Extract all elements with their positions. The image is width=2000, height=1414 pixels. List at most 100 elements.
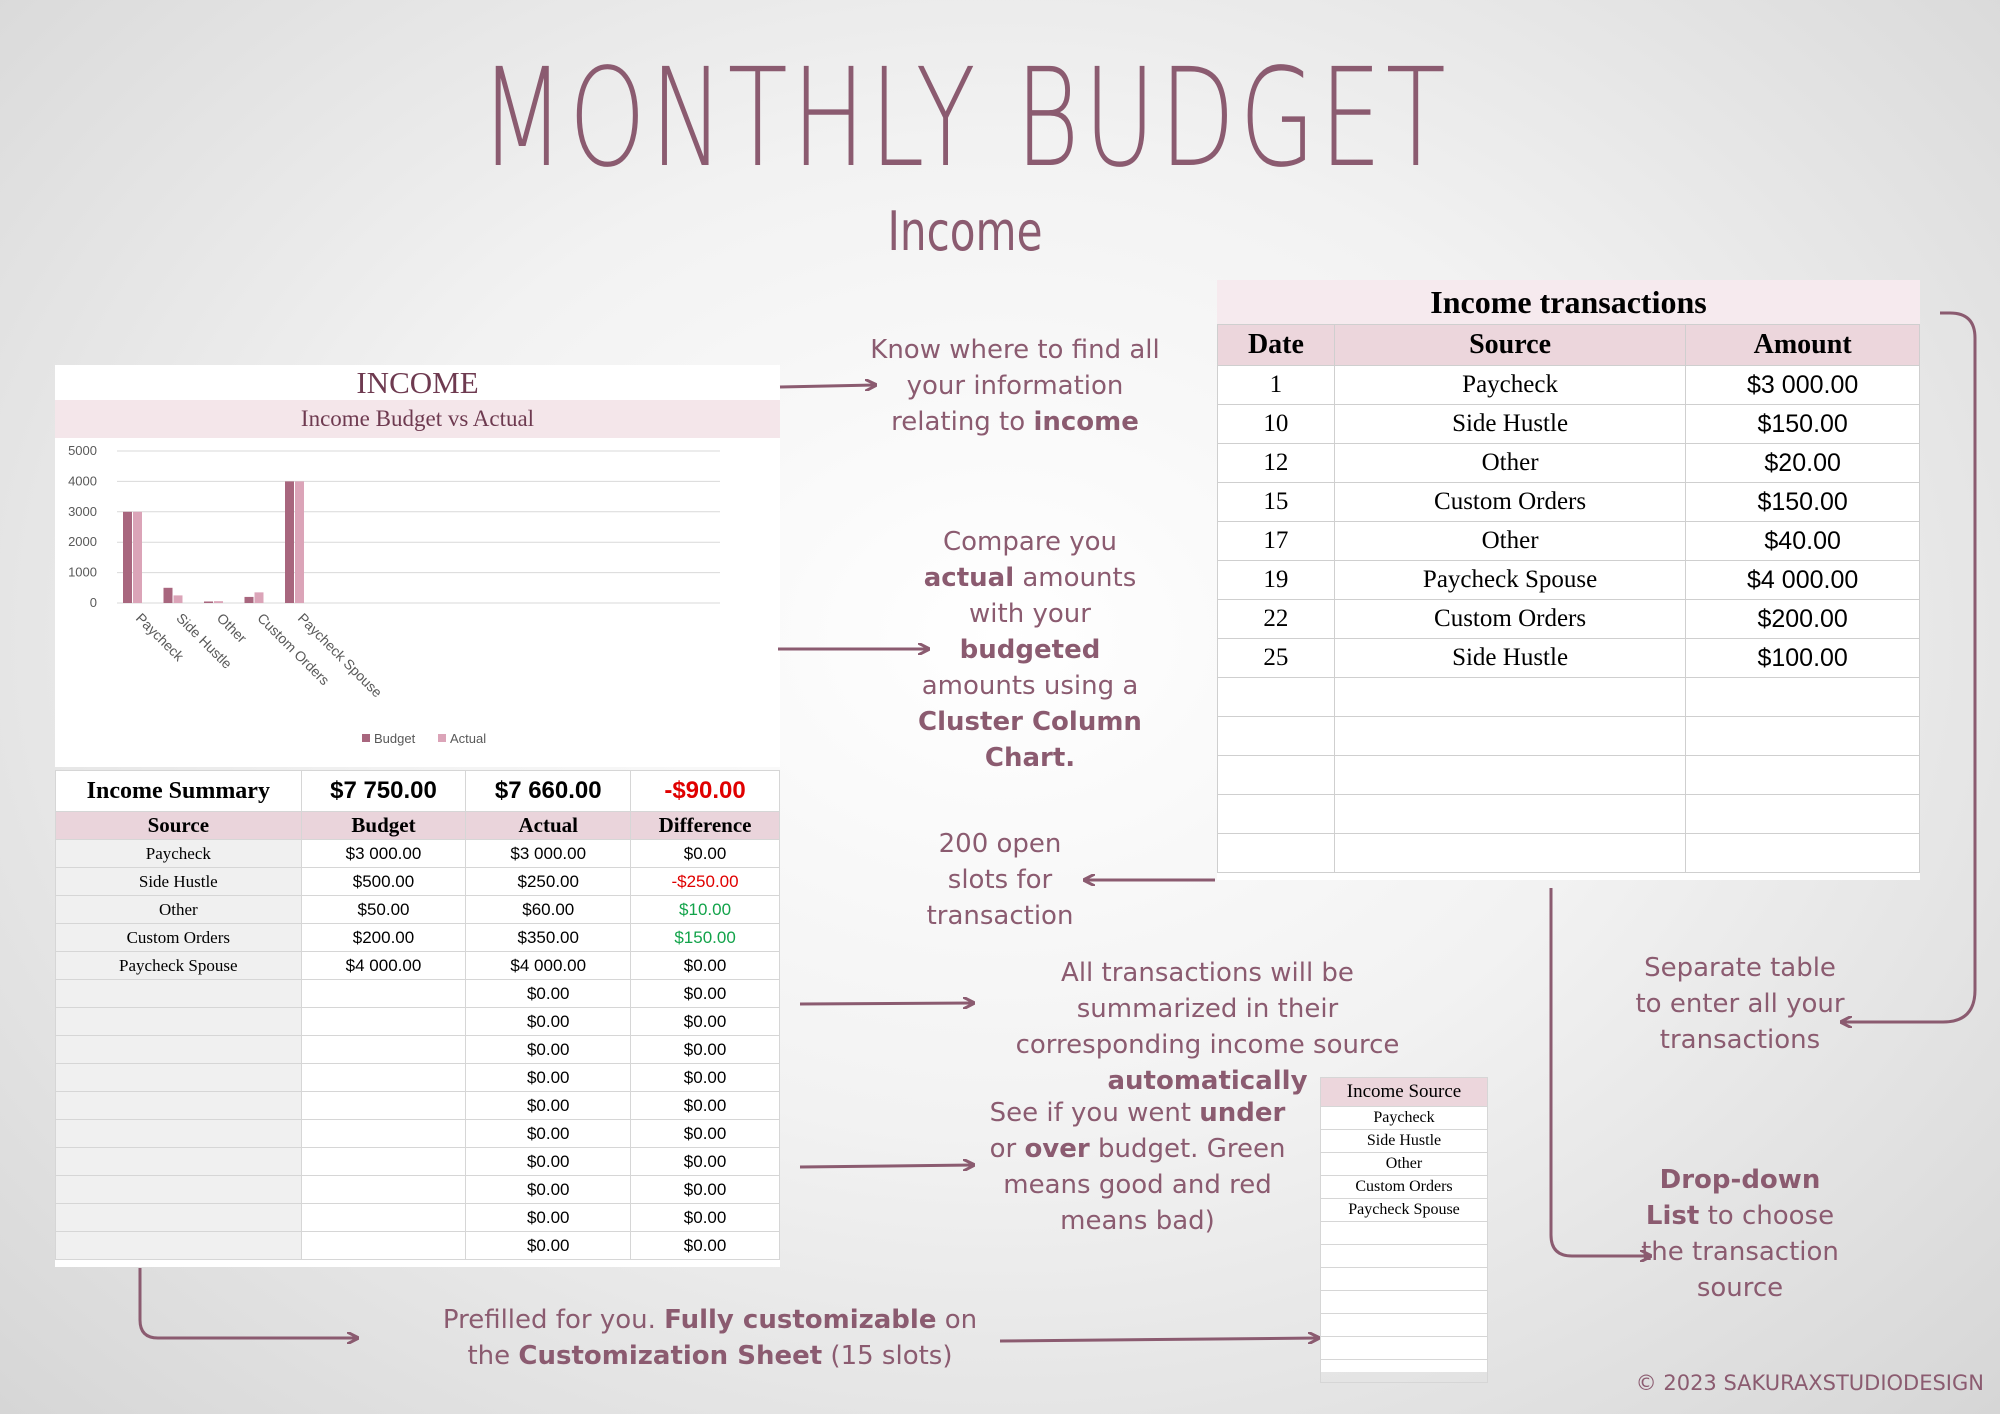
- tx-amount-cell[interactable]: $150.00: [1685, 482, 1920, 522]
- summary-actual-cell[interactable]: $3 000.00: [465, 839, 632, 868]
- summary-source-cell[interactable]: [55, 1175, 302, 1204]
- tx-amount-cell[interactable]: $4 000.00: [1685, 560, 1920, 600]
- summary-source-cell[interactable]: Paycheck Spouse: [55, 951, 302, 980]
- tx-date-cell[interactable]: 25: [1217, 638, 1335, 678]
- income-source-item[interactable]: [1320, 1359, 1488, 1383]
- tx-source-cell[interactable]: Side Hustle: [1333, 404, 1687, 444]
- summary-difference-cell[interactable]: $0.00: [630, 979, 780, 1008]
- summary-source-cell[interactable]: [55, 1231, 302, 1260]
- summary-difference-cell[interactable]: $0.00: [630, 1063, 780, 1092]
- summary-budget-cell[interactable]: [300, 1035, 467, 1064]
- summary-actual-cell[interactable]: $60.00: [465, 895, 632, 924]
- summary-difference-cell[interactable]: $0.00: [630, 1091, 780, 1120]
- summary-budget-cell[interactable]: $50.00: [300, 895, 467, 924]
- tx-source-cell[interactable]: Paycheck: [1333, 365, 1687, 405]
- summary-source-cell[interactable]: Other: [55, 895, 302, 924]
- tx-source-cell[interactable]: [1333, 716, 1687, 756]
- summary-difference-cell[interactable]: $0.00: [630, 1203, 780, 1232]
- summary-actual-cell[interactable]: $0.00: [465, 1203, 632, 1232]
- summary-source-cell[interactable]: [55, 1203, 302, 1232]
- tx-amount-cell[interactable]: $150.00: [1685, 404, 1920, 444]
- summary-source-cell[interactable]: Paycheck: [55, 839, 302, 868]
- tx-date-cell[interactable]: [1217, 833, 1335, 873]
- summary-difference-cell[interactable]: $0.00: [630, 951, 780, 980]
- income-source-item[interactable]: Custom Orders: [1320, 1175, 1488, 1199]
- tx-amount-cell[interactable]: $200.00: [1685, 599, 1920, 639]
- tx-source-cell[interactable]: Other: [1333, 521, 1687, 561]
- tx-source-cell[interactable]: Paycheck Spouse: [1333, 560, 1687, 600]
- tx-source-cell[interactable]: [1333, 794, 1687, 834]
- summary-difference-cell[interactable]: $0.00: [630, 1007, 780, 1036]
- summary-difference-cell[interactable]: $0.00: [630, 1035, 780, 1064]
- summary-actual-cell[interactable]: $0.00: [465, 1119, 632, 1148]
- tx-source-cell[interactable]: Custom Orders: [1333, 482, 1687, 522]
- summary-budget-cell[interactable]: [300, 979, 467, 1008]
- tx-source-cell[interactable]: [1333, 833, 1687, 873]
- summary-budget-cell[interactable]: [300, 1203, 467, 1232]
- summary-budget-cell[interactable]: [300, 1119, 467, 1148]
- summary-actual-cell[interactable]: $0.00: [465, 1147, 632, 1176]
- summary-difference-cell[interactable]: -$250.00: [630, 867, 780, 896]
- tx-source-cell[interactable]: [1333, 677, 1687, 717]
- tx-source-cell[interactable]: Side Hustle: [1333, 638, 1687, 678]
- income-source-item[interactable]: [1320, 1336, 1488, 1360]
- tx-amount-cell[interactable]: [1685, 716, 1920, 756]
- tx-date-cell[interactable]: [1217, 677, 1335, 717]
- summary-difference-cell[interactable]: $0.00: [630, 1231, 780, 1260]
- income-source-item[interactable]: Paycheck Spouse: [1320, 1198, 1488, 1222]
- tx-date-cell[interactable]: 10: [1217, 404, 1335, 444]
- summary-budget-cell[interactable]: [300, 1091, 467, 1120]
- summary-budget-cell[interactable]: $3 000.00: [300, 839, 467, 868]
- income-source-item[interactable]: Other: [1320, 1152, 1488, 1176]
- tx-date-cell[interactable]: 15: [1217, 482, 1335, 522]
- summary-actual-cell[interactable]: $0.00: [465, 1175, 632, 1204]
- tx-source-cell[interactable]: [1333, 755, 1687, 795]
- summary-actual-cell[interactable]: $0.00: [465, 1091, 632, 1120]
- summary-difference-cell[interactable]: $0.00: [630, 1147, 780, 1176]
- tx-date-cell[interactable]: 22: [1217, 599, 1335, 639]
- summary-source-cell[interactable]: Side Hustle: [55, 867, 302, 896]
- summary-source-cell[interactable]: Custom Orders: [55, 923, 302, 952]
- income-source-item[interactable]: Paycheck: [1320, 1106, 1488, 1130]
- income-source-item[interactable]: [1320, 1313, 1488, 1337]
- summary-actual-cell[interactable]: $4 000.00: [465, 951, 632, 980]
- tx-amount-cell[interactable]: $40.00: [1685, 521, 1920, 561]
- summary-difference-cell[interactable]: $150.00: [630, 923, 780, 952]
- tx-date-cell[interactable]: [1217, 716, 1335, 756]
- summary-budget-cell[interactable]: [300, 1063, 467, 1092]
- summary-budget-cell[interactable]: [300, 1147, 467, 1176]
- summary-budget-cell[interactable]: [300, 1007, 467, 1036]
- tx-date-cell[interactable]: 12: [1217, 443, 1335, 483]
- summary-difference-cell[interactable]: $10.00: [630, 895, 780, 924]
- summary-budget-cell[interactable]: [300, 1175, 467, 1204]
- tx-source-cell[interactable]: Custom Orders: [1333, 599, 1687, 639]
- tx-amount-cell[interactable]: [1685, 794, 1920, 834]
- summary-source-cell[interactable]: [55, 1091, 302, 1120]
- tx-amount-cell[interactable]: [1685, 677, 1920, 717]
- income-source-item[interactable]: [1320, 1267, 1488, 1291]
- summary-difference-cell[interactable]: $0.00: [630, 1119, 780, 1148]
- summary-difference-cell[interactable]: $0.00: [630, 839, 780, 868]
- tx-date-cell[interactable]: [1217, 794, 1335, 834]
- summary-actual-cell[interactable]: $250.00: [465, 867, 632, 896]
- tx-amount-cell[interactable]: $3 000.00: [1685, 365, 1920, 405]
- tx-amount-cell[interactable]: [1685, 833, 1920, 873]
- tx-amount-cell[interactable]: $100.00: [1685, 638, 1920, 678]
- tx-date-cell[interactable]: [1217, 755, 1335, 795]
- income-source-item[interactable]: [1320, 1244, 1488, 1268]
- summary-actual-cell[interactable]: $0.00: [465, 979, 632, 1008]
- summary-source-cell[interactable]: [55, 1147, 302, 1176]
- summary-source-cell[interactable]: [55, 1119, 302, 1148]
- tx-amount-cell[interactable]: $20.00: [1685, 443, 1920, 483]
- summary-actual-cell[interactable]: $0.00: [465, 1231, 632, 1260]
- summary-difference-cell[interactable]: $0.00: [630, 1175, 780, 1204]
- tx-date-cell[interactable]: 19: [1217, 560, 1335, 600]
- summary-actual-cell[interactable]: $0.00: [465, 1007, 632, 1036]
- income-source-item[interactable]: Side Hustle: [1320, 1129, 1488, 1153]
- income-source-item[interactable]: [1320, 1221, 1488, 1245]
- income-source-item[interactable]: [1320, 1290, 1488, 1314]
- summary-actual-cell[interactable]: $350.00: [465, 923, 632, 952]
- tx-source-cell[interactable]: Other: [1333, 443, 1687, 483]
- summary-source-cell[interactable]: [55, 1063, 302, 1092]
- summary-actual-cell[interactable]: $0.00: [465, 1063, 632, 1092]
